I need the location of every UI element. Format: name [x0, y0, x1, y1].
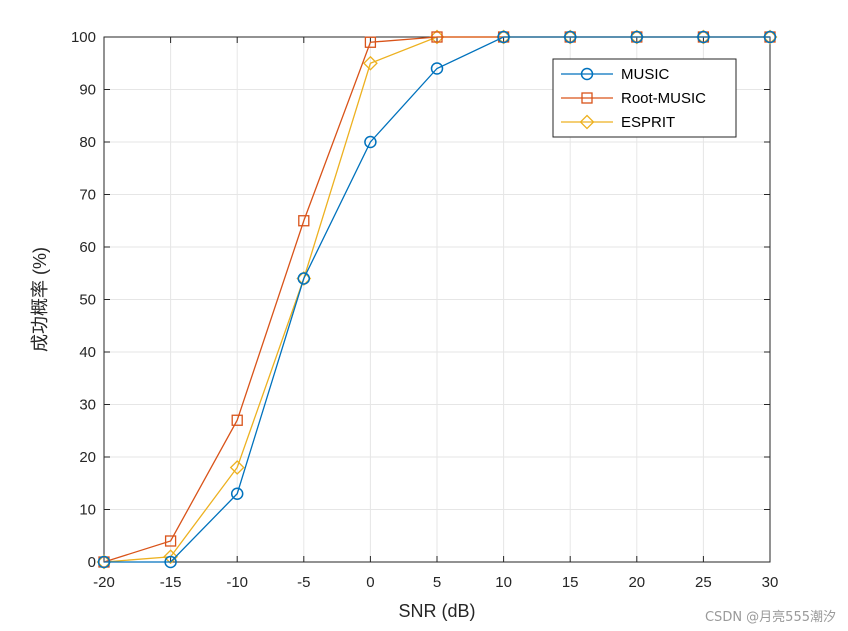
y-tick-label: 10 [79, 502, 96, 519]
x-tick-label: 0 [366, 574, 374, 591]
y-tick-label: 40 [79, 344, 96, 361]
legend-label: ESPRIT [621, 114, 675, 131]
legend-item: ESPRIT [561, 114, 675, 131]
x-tick-label: 30 [762, 574, 779, 591]
x-tick-label: -10 [226, 574, 248, 591]
legend-label: Root-MUSIC [621, 90, 706, 107]
legend-item: MUSIC [561, 66, 670, 83]
data-point [163, 549, 179, 565]
data-point [763, 30, 777, 44]
y-tick-label: 20 [79, 449, 96, 466]
x-tick-label: -15 [160, 574, 182, 591]
x-tick-label: -5 [297, 574, 310, 591]
data-point [364, 36, 377, 48]
data-point [429, 29, 445, 45]
axis-ticks: -20 -15 -10 -5 0 5 10 15 20 25 30 0 10 20 30 40 50 60 70 80… [71, 29, 778, 591]
data-point [297, 272, 311, 285]
x-tick-label: -20 [93, 574, 115, 591]
x-tick-label: 20 [628, 574, 645, 591]
legend-swatch-marker [580, 67, 594, 81]
data-point [497, 30, 510, 44]
y-tick-label: 60 [79, 239, 96, 256]
data-point [431, 31, 443, 43]
x-tick-label: 5 [433, 574, 441, 591]
legend-swatch-marker [579, 114, 595, 130]
y-tick-label: 50 [79, 292, 96, 309]
legend-swatch-marker [581, 92, 593, 104]
y-tick-label: 80 [79, 134, 96, 151]
series-music [97, 30, 777, 569]
series-line [104, 36, 770, 563]
data-point [298, 215, 310, 227]
y-tick-label: 70 [79, 187, 96, 204]
legend: MUSIC Root-MUSIC ESPRIT [552, 58, 737, 138]
legend-label: MUSIC [621, 66, 670, 83]
data-point [164, 535, 177, 547]
y-tick-label: 30 [79, 397, 96, 414]
y-tick-label: 90 [79, 82, 96, 99]
x-tick-label: 15 [562, 574, 579, 591]
data-point [364, 135, 377, 149]
data-point [229, 460, 245, 475]
data-point [563, 30, 577, 44]
data-point [630, 30, 644, 44]
y-tick-label: 0 [88, 554, 96, 571]
data-point [230, 487, 244, 500]
data-point [362, 55, 378, 71]
data-point [697, 30, 710, 44]
data-point [164, 555, 177, 569]
watermark-text: CSDN @月亮555潮汐 [704, 610, 836, 625]
series-layer [96, 29, 778, 570]
data-point [97, 555, 111, 569]
x-axis-label: SNR (dB) [398, 601, 475, 621]
legend-item: Root-MUSIC [561, 90, 706, 107]
x-tick-label: 10 [495, 574, 512, 591]
y-tick-label: 100 [71, 29, 96, 46]
data-point [430, 62, 444, 75]
x-tick-label: 25 [695, 574, 712, 591]
y-axis-label: 成功概率 (%) [30, 247, 50, 352]
data-point [231, 414, 243, 426]
